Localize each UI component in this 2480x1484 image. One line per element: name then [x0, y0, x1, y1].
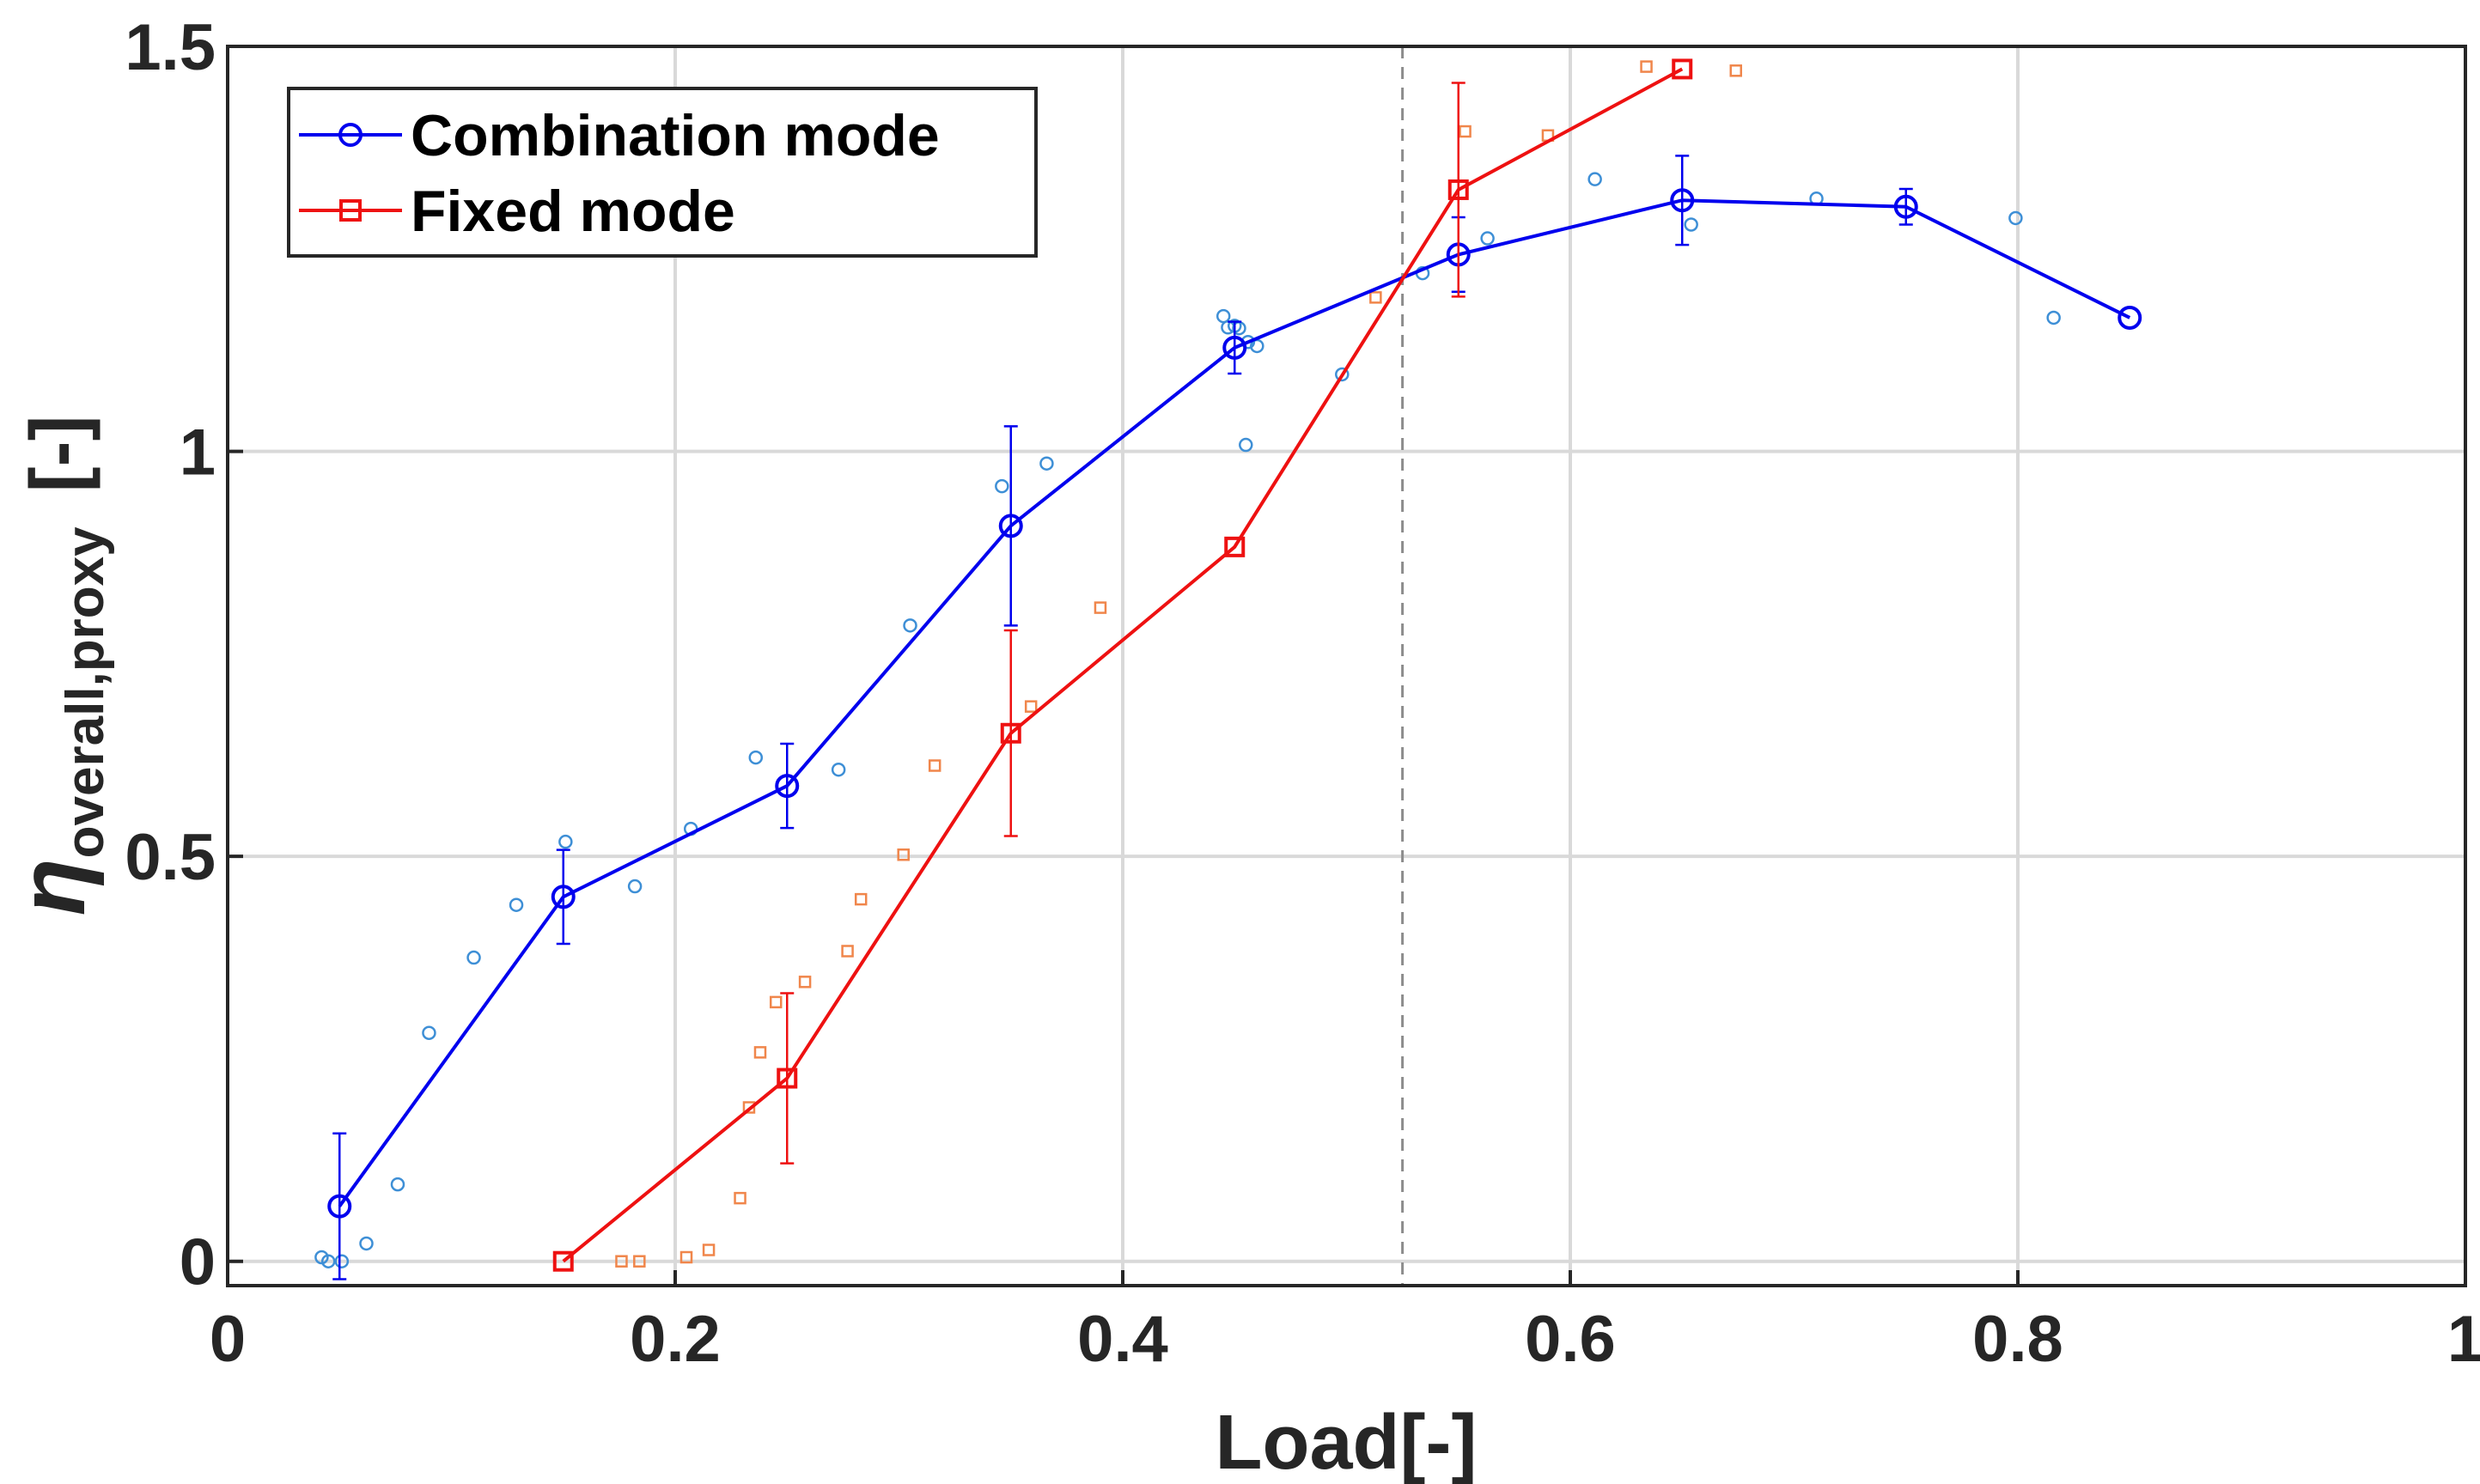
sample-point-combination [903, 618, 917, 633]
sample-points [314, 60, 2061, 1268]
sample-point-combination [1587, 172, 1602, 186]
sample-point-combination [320, 1254, 336, 1268]
data-point-combination [998, 514, 1023, 538]
sample-point-combination [1335, 367, 1350, 382]
data-point-fixed [777, 1067, 798, 1089]
data-point-combination [1670, 188, 1695, 213]
sample-point-fixed [615, 1255, 628, 1268]
sample-point-fixed [769, 995, 783, 1009]
sample-point-combination [509, 897, 524, 912]
sample-point-combination [1039, 456, 1054, 471]
legend-label-combination: Combination mode [411, 103, 940, 168]
sample-point-fixed [633, 1255, 646, 1268]
y-axis-unit: [-] [15, 415, 101, 492]
sample-point-combination [422, 1025, 436, 1040]
sample-point-combination [831, 762, 846, 777]
sample-point-fixed [897, 848, 910, 861]
y-tick-label: 0.5 [125, 821, 216, 894]
y-axis-subscript: overall,proxy [56, 526, 115, 858]
plot-frame [226, 45, 2467, 1287]
sample-point-fixed [734, 1191, 746, 1205]
data-point-fixed [1447, 179, 1469, 200]
data-point-fixed [1672, 58, 1693, 80]
data-point-fixed [1000, 722, 1021, 744]
data-point-fixed [1224, 536, 1246, 557]
y-axis-label: ηoverall,proxy [-] [0, 415, 115, 915]
x-tick-label: 0.2 [630, 1303, 721, 1376]
legend-box [287, 87, 1038, 258]
legend-marker-combination [338, 123, 363, 147]
sample-point-combination [2008, 210, 2023, 226]
sample-point-combination [748, 750, 764, 765]
y-tick-label: 0 [180, 1226, 216, 1299]
sample-point-fixed [742, 1101, 756, 1114]
data-point-combination [2117, 305, 2142, 330]
sample-point-fixed [679, 1250, 693, 1264]
series-lines [327, 58, 2142, 1280]
sample-point-fixed [702, 1244, 716, 1256]
sample-point-fixed [798, 976, 812, 988]
axis-ticks: 0 0.2 0.4 0.6 0.8 1 0 0.5 1 1.5 [125, 11, 2480, 1376]
data-point-fixed [552, 1250, 574, 1272]
sample-point-combination [995, 478, 1009, 494]
sample-point-combination [466, 950, 481, 965]
sample-point-fixed [928, 759, 941, 772]
x-tick-label: 1 [2447, 1303, 2480, 1376]
sample-point-combination [1480, 231, 1495, 246]
x-axis-label: Load[-] [1216, 1400, 1478, 1484]
y-tick-label: 1.5 [125, 11, 216, 84]
data-point-combination [1222, 335, 1247, 360]
sample-point-fixed [841, 945, 854, 958]
legend-label-fixed: Fixed mode [411, 179, 735, 244]
data-point-combination [327, 1194, 352, 1219]
sample-point-combination [627, 879, 643, 894]
sample-point-combination [558, 834, 573, 849]
sample-point-fixed [1094, 601, 1107, 614]
sample-point-combination [390, 1177, 405, 1192]
legend-marker-fixed [339, 199, 362, 222]
sample-point-fixed [854, 892, 868, 906]
series-line-fixed [562, 67, 1684, 1263]
x-tick-label: 0.6 [1525, 1303, 1616, 1376]
sample-point-fixed [1729, 64, 1743, 77]
sample-point-combination [2046, 310, 2061, 325]
x-tick-label: 0.8 [1972, 1303, 2063, 1376]
sample-point-fixed [1369, 291, 1382, 304]
data-point-combination [775, 774, 800, 799]
y-axis-symbol: η [0, 858, 105, 915]
sample-point-combination [359, 1236, 374, 1251]
x-tick-label: 0 [210, 1303, 246, 1376]
x-tick-label: 0.4 [1077, 1303, 1168, 1376]
legend: Combination mode Fixed mode [287, 87, 1038, 258]
sample-point-fixed [1459, 125, 1472, 138]
sample-point-combination [334, 1254, 350, 1268]
sample-point-fixed [753, 1046, 767, 1059]
data-point-combination [551, 885, 576, 909]
sample-point-fixed [1640, 60, 1653, 73]
y-tick-label: 1 [180, 417, 216, 490]
sample-point-combination [1684, 217, 1698, 232]
data-point-combination [1893, 194, 1918, 219]
sample-point-fixed [1024, 700, 1038, 713]
sample-point-combination [1239, 437, 1253, 453]
